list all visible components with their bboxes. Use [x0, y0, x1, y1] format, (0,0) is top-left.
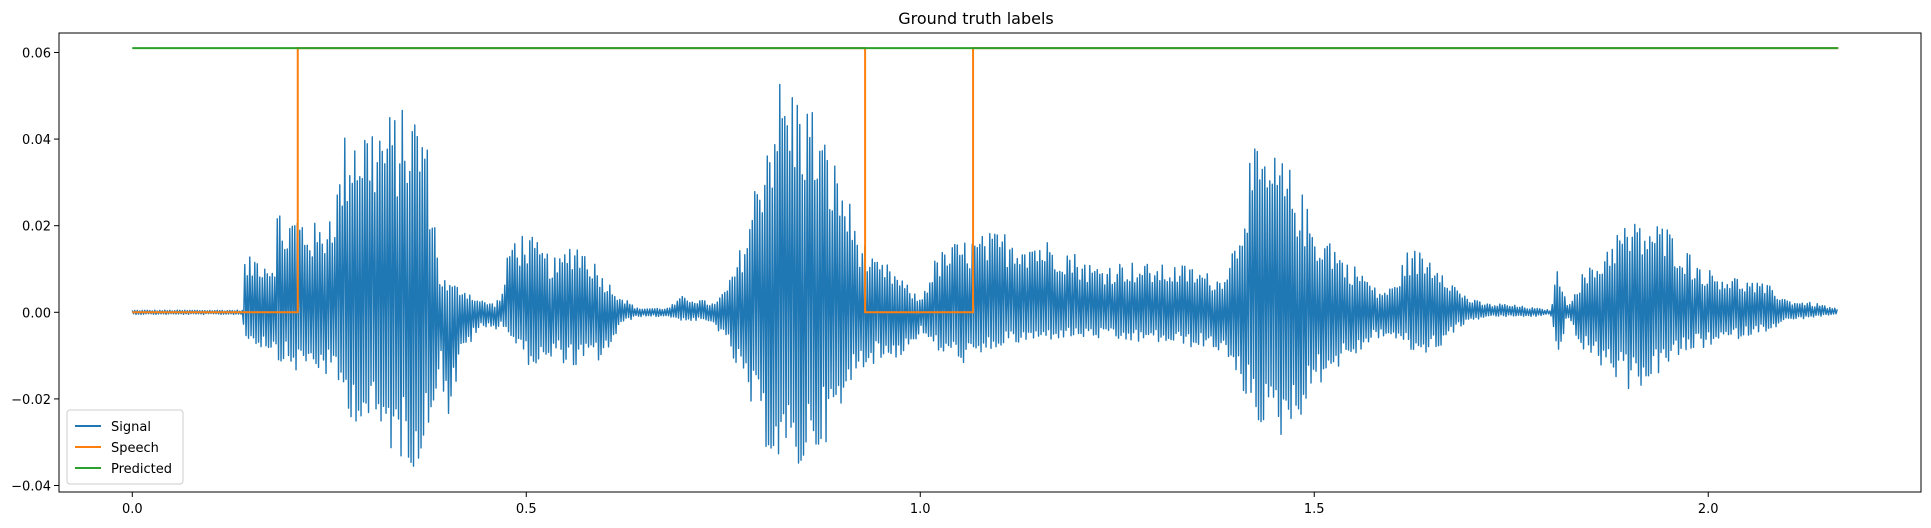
speech-line — [132, 47, 1839, 314]
legend-box — [66, 409, 184, 485]
y-tick-label: 0.04 — [22, 133, 51, 148]
y-tick-label: −0.02 — [11, 393, 51, 408]
x-tick-label: 1.5 — [1304, 502, 1325, 517]
y-tick-label: 0.06 — [22, 46, 51, 61]
x-tick-label: 2.0 — [1698, 502, 1719, 517]
x-tick-label: 0.0 — [122, 502, 143, 517]
legend: Signal Speech Predicted — [66, 409, 184, 485]
series-layer — [131, 47, 1839, 467]
x-tick-label: 0.5 — [516, 502, 537, 517]
x-tick-label: 1.0 — [910, 502, 931, 517]
y-tick-label: 0.02 — [22, 220, 51, 235]
x-axis: 0.0 0.5 1.0 1.5 2.0 — [122, 492, 1719, 517]
signal-line — [131, 83, 1838, 467]
y-tick-label: −0.04 — [11, 480, 51, 495]
chart-title: Ground truth labels — [898, 9, 1053, 28]
legend-label: Speech — [111, 441, 159, 456]
axes-frame — [58, 32, 1922, 493]
legend-label: Signal — [111, 420, 151, 435]
y-tick-label: 0.00 — [22, 306, 51, 321]
legend-label: Predicted — [111, 462, 172, 477]
y-axis: −0.04 −0.02 0.00 0.02 0.04 0.06 — [11, 46, 59, 495]
